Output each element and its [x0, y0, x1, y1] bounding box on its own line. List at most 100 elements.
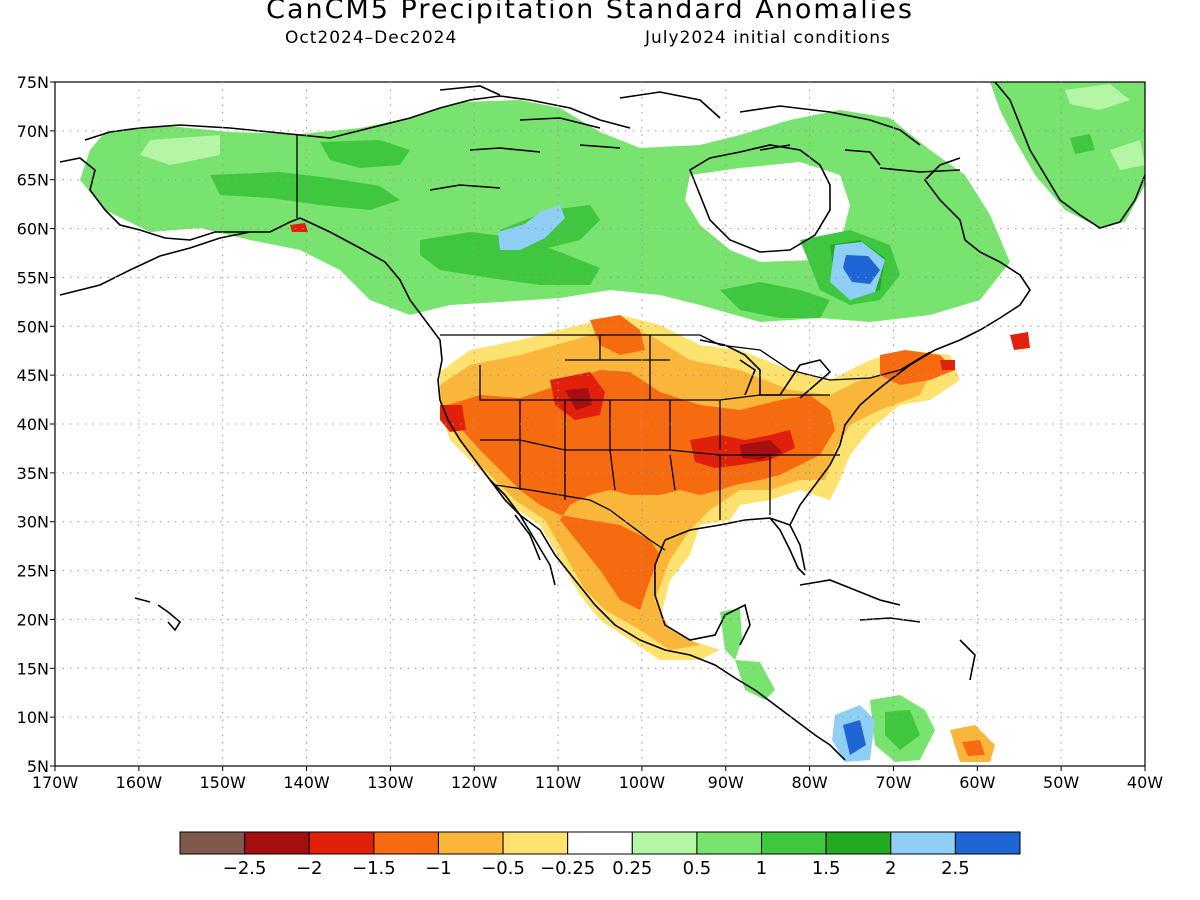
colorbar-label: 1: [756, 858, 767, 879]
colorbar-swatch: [631, 831, 698, 855]
anomaly-region: [498, 205, 565, 250]
map-title: CanCM5 Precipitation Standard Anomalies: [266, 0, 914, 25]
colorbar-label: −0.5: [481, 858, 525, 879]
coastline-alaska: [59, 95, 631, 296]
lat-tick-label: 50N: [17, 317, 49, 336]
latitude-labels: 75N 70N 65N 60N 55N 50N 45N 40N 35N 30N 25N 20N 15N 1…: [17, 73, 49, 776]
political-borders: [296, 134, 931, 551]
colorbar-label: 2: [885, 858, 896, 879]
anomaly-region: [940, 360, 955, 370]
lon-tick-label: 120W: [451, 773, 498, 792]
anomaly-region: [1010, 332, 1030, 350]
coastline-gulf: [654, 517, 806, 646]
lon-tick-label: 150W: [200, 773, 247, 792]
lon-tick-label: 70W: [875, 773, 911, 792]
border-states: [479, 335, 840, 520]
colorbar-swatch: [437, 831, 504, 855]
lat-tick-label: 20N: [17, 610, 49, 629]
lon-tick-label: 60W: [959, 773, 995, 792]
anomaly-region: [1065, 84, 1130, 110]
lat-tick-label: 5N: [27, 757, 49, 776]
gridlines: [50, 81, 1146, 771]
lon-tick-label: 100W: [619, 773, 666, 792]
forecast-period: Oct2024–Dec2024: [285, 28, 458, 48]
colorbar-swatch: [244, 831, 310, 855]
initial-conditions: July2024 initial conditions: [645, 28, 891, 48]
lat-tick-label: 25N: [17, 562, 49, 581]
anomaly-region: [720, 282, 830, 318]
lat-tick-label: 10N: [17, 708, 49, 727]
colorbar-swatch: [954, 831, 1021, 855]
anomaly-region: [735, 660, 775, 700]
lat-tick-label: 60N: [17, 220, 49, 239]
anomaly-region: [990, 82, 1145, 228]
anomaly-region: [843, 255, 880, 284]
lon-tick-label: 140W: [283, 773, 330, 792]
lon-tick-label: 160W: [116, 773, 163, 792]
anomaly-region: [290, 223, 308, 232]
colorbar: −2.5 −2 −1.5 −1 −0.5 −0.25 0.25 0.5 1 1.5 2 2.5: [179, 831, 1021, 879]
lon-tick-label: 90W: [708, 773, 744, 792]
lon-tick-label: 130W: [367, 773, 414, 792]
colorbar-swatch: [502, 831, 569, 855]
lon-tick-label: 170W: [32, 773, 79, 792]
anomaly-region: [420, 232, 600, 285]
colorbar-label: 2.5: [941, 858, 970, 879]
colorbar-label: −2.5: [223, 858, 267, 879]
colorbar-label: −1: [425, 858, 452, 879]
coastline-florida: [769, 517, 806, 576]
anomaly-region: [440, 405, 466, 432]
anomaly-region: [1070, 134, 1095, 154]
lat-tick-label: 35N: [17, 464, 49, 483]
lat-tick-label: 40N: [17, 415, 49, 434]
coastline-atlantic: [789, 157, 1031, 526]
colorbar-swatch: [308, 831, 375, 855]
coastline-caribbean: [799, 579, 976, 681]
lat-tick-label: 15N: [17, 659, 49, 678]
anomaly-region: [565, 388, 592, 410]
lat-tick-label: 75N: [17, 73, 49, 92]
lon-tick-label: 50W: [1043, 773, 1079, 792]
anomaly-region: [880, 350, 955, 385]
lon-tick-label: 110W: [535, 773, 582, 792]
colorbar-label: −1.5: [352, 858, 396, 879]
longitude-labels: 170W 160W 150W 140W 130W 120W 110W 100W 90W 80W 70…: [32, 773, 1163, 792]
colorbar-swatch: [373, 831, 439, 855]
anomaly-region: [320, 140, 410, 168]
anomaly-region: [210, 172, 400, 210]
coastline-hawaii: [134, 597, 182, 632]
lat-tick-label: 55N: [17, 268, 49, 287]
colorbar-swatch: [567, 831, 633, 855]
colorbar-swatch: [179, 831, 246, 855]
colorbar-swatch: [890, 831, 956, 855]
colorbar-swatch: [696, 831, 763, 855]
colorbar-label: 0.25: [612, 858, 652, 879]
anomaly-region: [140, 135, 220, 165]
colorbar-swatch: [761, 831, 827, 855]
anomaly-field: [80, 82, 1145, 762]
lat-tick-label: 70N: [17, 122, 49, 141]
coastline-hudson: [689, 144, 831, 253]
colorbar-label: 0.5: [683, 858, 712, 879]
lat-tick-label: 45N: [17, 366, 49, 385]
lon-tick-label: 40W: [1127, 773, 1163, 792]
colorbar-label: −2: [296, 858, 323, 879]
anomaly-region: [1110, 140, 1145, 170]
coastline-arctic-islands: [429, 85, 961, 191]
colorbar-label: −0.25: [540, 858, 595, 879]
lon-tick-label: 80W: [792, 773, 828, 792]
colorbar-label: 1.5: [812, 858, 841, 879]
anomaly-region: [962, 740, 985, 756]
coastline-greatlakes: [699, 339, 832, 399]
border-us-mexico: [494, 484, 666, 551]
border-us-canada: [440, 334, 931, 381]
coastlines: [59, 82, 1145, 761]
lat-tick-label: 65N: [17, 171, 49, 190]
colorbar-swatch: [825, 831, 892, 855]
lat-tick-label: 30N: [17, 513, 49, 532]
coastline-greenland: [994, 82, 1145, 229]
anomaly-region: [843, 720, 866, 755]
anomaly-region: [720, 608, 742, 660]
anomaly-region: [448, 370, 835, 610]
